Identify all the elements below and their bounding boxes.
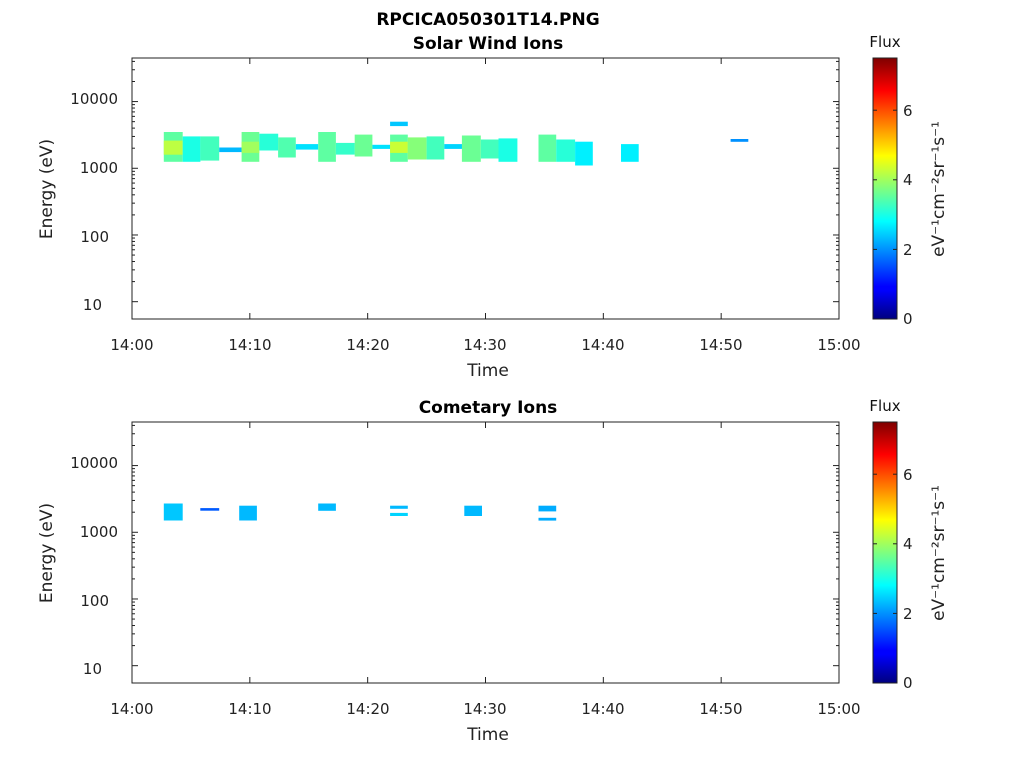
y-tick-label: 10000 (70, 90, 118, 108)
x-tick-label: 14:00 (110, 700, 153, 718)
colorbar-unit-label: eV⁻¹cm⁻²sr⁻¹s⁻¹ (929, 121, 949, 257)
heatmap-cell (730, 139, 749, 142)
heatmap-cell (426, 136, 445, 160)
x-tick-label: 15:00 (817, 336, 860, 354)
heatmap-cell (318, 503, 336, 511)
x-tick-label: 14:20 (346, 336, 389, 354)
heatmap-cell (390, 141, 408, 153)
colorbar-title: Flux (869, 397, 900, 415)
y-tick-label: 100 (80, 592, 109, 610)
x-tick-label: 14:10 (228, 336, 271, 354)
colorbar-tick-label: 2 (903, 241, 913, 259)
y-axis-ticks: 10 100 1000 10000 (70, 454, 118, 678)
x-tick-label: 14:30 (463, 336, 506, 354)
heatmap-cell (163, 140, 183, 155)
heatmap-cell (335, 142, 355, 155)
heatmap-cell (182, 136, 201, 162)
colorbar-tick-label: 0 (903, 674, 913, 692)
heatmap-cell (407, 137, 427, 160)
plot-frame (131, 421, 840, 684)
panel-title: Cometary Ions (419, 398, 558, 418)
heatmap-cell (498, 138, 518, 162)
y-tick-label: 10 (83, 296, 102, 314)
heatmap-cell (538, 505, 557, 512)
panel-title: Solar Wind Ions (413, 34, 564, 54)
colorbar-ticks: 0 2 4 6 (903, 466, 913, 692)
colorbar (872, 57, 898, 320)
colorbar-tick-label: 4 (903, 535, 913, 553)
heatmap-cell (461, 135, 481, 162)
x-axis-ticks: 14:00 14:10 14:20 14:30 14:40 14:50 15:0… (110, 336, 860, 354)
heatmap-cell (354, 134, 373, 157)
x-tick-label: 14:20 (346, 700, 389, 718)
heatmap-cell (200, 136, 220, 161)
x-tick-label: 14:40 (581, 700, 624, 718)
x-tick-label: 14:50 (699, 700, 742, 718)
x-axis-label: Time (466, 361, 509, 381)
panel-cometary: Cometary Ions 14:00 14:10 14:20 14:30 14… (37, 397, 949, 745)
colorbar-tick-label: 4 (903, 171, 913, 189)
colorbar-tick-label: 2 (903, 605, 913, 623)
heatmap-cell (390, 505, 408, 509)
heatmap-cells (163, 503, 557, 521)
colorbar-tick-label: 6 (903, 466, 913, 484)
x-tick-label: 14:10 (228, 700, 271, 718)
x-tick-label: 14:00 (110, 336, 153, 354)
x-tick-label: 15:00 (817, 700, 860, 718)
y-axis-ticks: 10 100 1000 10000 (70, 90, 118, 314)
x-axis-label: Time (466, 725, 509, 745)
colorbar-ticks: 0 2 4 6 (903, 102, 913, 328)
heatmap-cell (163, 503, 183, 521)
x-tick-label: 14:40 (581, 336, 624, 354)
heatmap-cell (295, 144, 319, 150)
heatmap-cell (278, 137, 296, 158)
heatmap-cell (464, 505, 482, 516)
figure-title: RPCICA050301T14.PNG (376, 10, 599, 30)
heatmap-cell (390, 121, 408, 127)
plot-frame (131, 57, 840, 320)
heatmap-cell (259, 133, 279, 151)
heatmap-cell (480, 139, 499, 159)
y-tick-label: 1000 (80, 159, 118, 177)
y-tick-label: 100 (80, 228, 109, 246)
colorbar-unit-label: eV⁻¹cm⁻²sr⁻¹s⁻¹ (929, 485, 949, 621)
colorbar (872, 421, 898, 684)
heatmap-cell (241, 141, 260, 153)
y-axis-label: Energy (eV) (37, 503, 57, 603)
heatmap-cells (163, 121, 749, 166)
heatmap-cell (390, 512, 408, 516)
heatmap-cell (200, 508, 220, 511)
y-axis-label: Energy (eV) (37, 139, 57, 239)
heatmap-cell (556, 139, 576, 162)
colorbar-title: Flux (869, 33, 900, 51)
tick-marks (131, 58, 897, 320)
heatmap-cell (318, 132, 336, 162)
y-tick-label: 1000 (80, 523, 118, 541)
y-tick-label: 10 (83, 660, 102, 678)
x-axis-ticks: 14:00 14:10 14:20 14:30 14:40 14:50 15:0… (110, 700, 860, 718)
panel-solar-wind: Solar Wind Ions 14:00 14:10 14:20 14:30 … (37, 33, 949, 381)
heatmap-cell (444, 144, 462, 149)
x-tick-label: 14:30 (463, 700, 506, 718)
heatmap-cell (575, 141, 593, 166)
x-tick-label: 14:50 (699, 336, 742, 354)
heatmap-cell (538, 517, 557, 521)
colorbar-tick-label: 6 (903, 102, 913, 120)
y-tick-label: 10000 (70, 454, 118, 472)
heatmap-cell (239, 505, 257, 521)
heatmap-cell (538, 134, 557, 162)
tick-marks (131, 422, 897, 684)
heatmap-cell (621, 144, 639, 162)
heatmap-cell (219, 147, 242, 153)
heatmap-cell (372, 144, 391, 149)
colorbar-tick-label: 0 (903, 310, 913, 328)
